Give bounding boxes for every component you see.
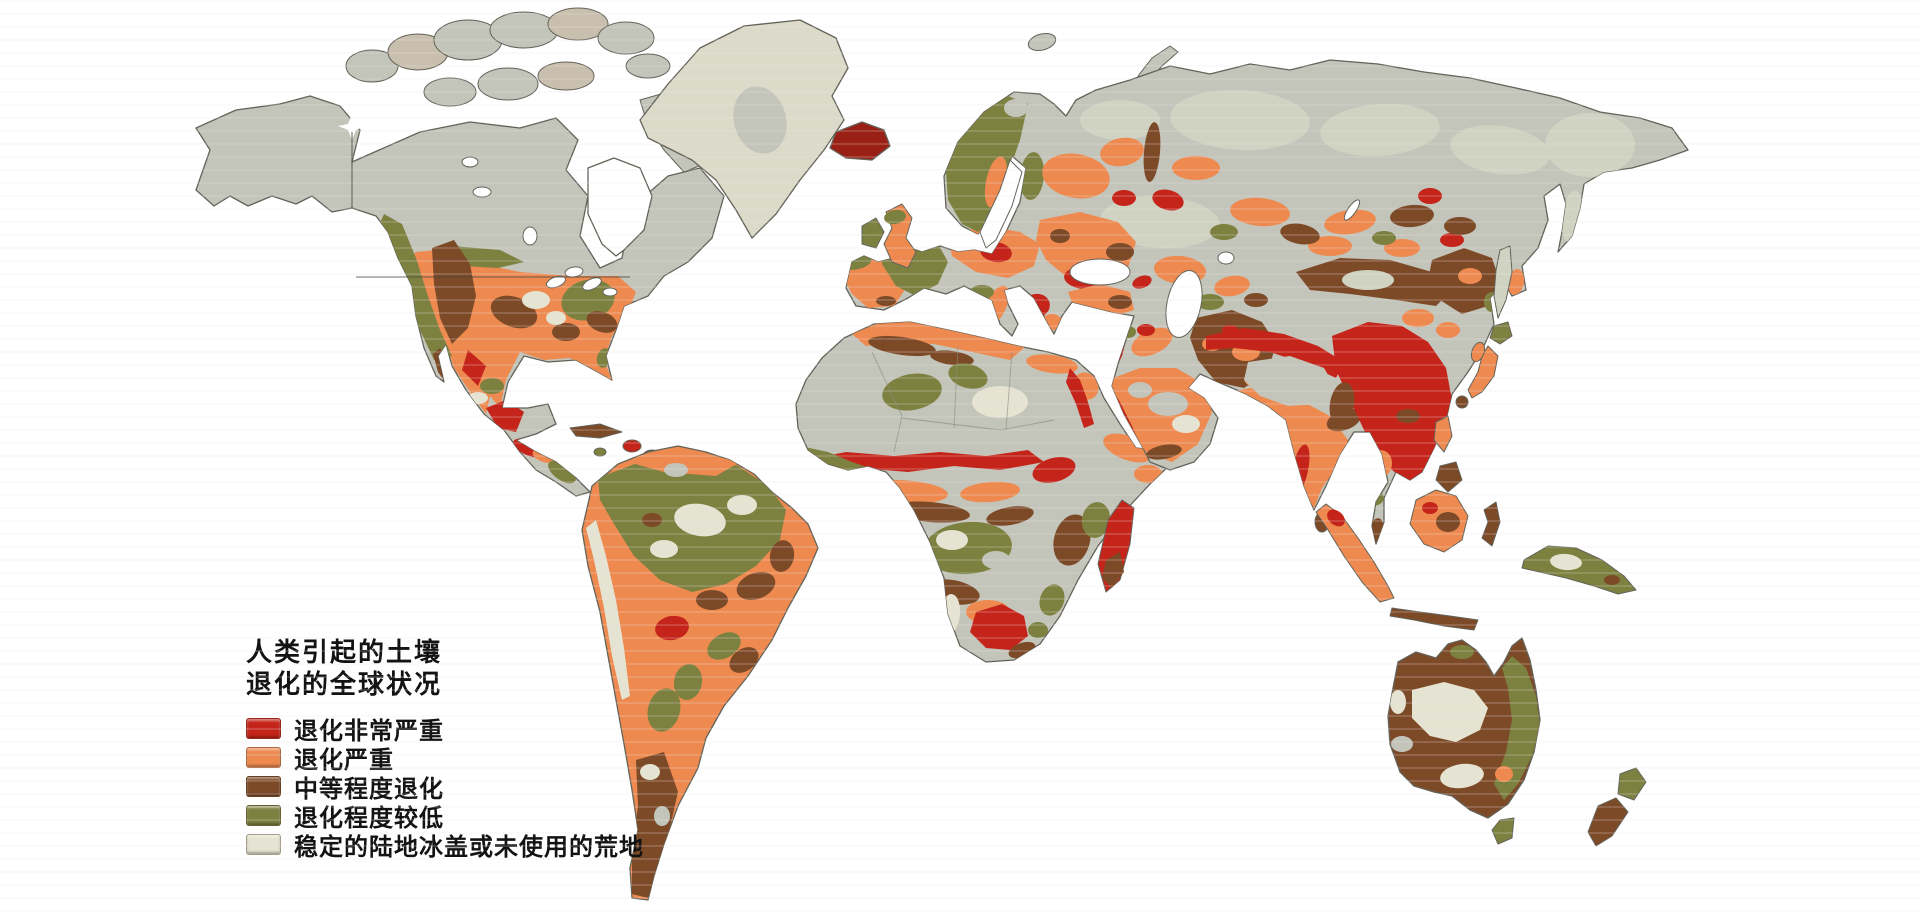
java bbox=[1389, 607, 1479, 631]
luzon bbox=[1433, 415, 1453, 453]
africa-country-borders bbox=[871, 345, 1055, 453]
taiwan bbox=[1470, 341, 1486, 363]
legend-item-low: 退化程度较低 bbox=[246, 801, 644, 833]
legend-item-stable: 稳定的陆地冰盖或未使用的荒地 bbox=[246, 830, 644, 862]
greenland-patch bbox=[733, 86, 787, 154]
honshu bbox=[1467, 345, 1499, 399]
north-america-lakes bbox=[338, 114, 653, 297]
sakhalin bbox=[1493, 245, 1513, 319]
landmass-madagascar bbox=[1097, 499, 1135, 593]
new-guinea bbox=[1521, 545, 1637, 595]
map-title-line1: 人类引起的土壤 bbox=[246, 638, 443, 668]
legend-label-moderate: 中等程度退化 bbox=[294, 775, 444, 804]
british-isles bbox=[861, 203, 917, 269]
east-asian-islands bbox=[1433, 245, 1513, 493]
legend-label-very-severe: 退化非常严重 bbox=[294, 717, 444, 746]
legend-swatch-very-severe bbox=[246, 718, 281, 740]
baltic-sea bbox=[979, 159, 1023, 249]
legend-items: 退化非常严重 退化严重 中等程度退化 退化程度较低 稳定的陆地冰盖或未使用的荒地 bbox=[246, 714, 644, 862]
degradation-patches-eurasia bbox=[846, 89, 1635, 542]
black-sea bbox=[1069, 258, 1131, 286]
degradation-patches-south-america bbox=[586, 450, 795, 898]
nz-south-island bbox=[1587, 797, 1629, 847]
sulawesi bbox=[1481, 501, 1501, 547]
landmass-iceland bbox=[829, 121, 891, 161]
legend-label-low: 退化程度较低 bbox=[294, 804, 444, 833]
map-title-line2: 退化的全球状况 bbox=[246, 669, 443, 700]
sumatra bbox=[1315, 503, 1395, 603]
mindanao bbox=[1435, 461, 1463, 493]
legend-item-severe: 退化严重 bbox=[246, 743, 644, 775]
map-legend: 人类引起的土壤 退化的全球状况 退化非常严重 退化严重 中等程度退化 退化程度较… bbox=[246, 638, 644, 862]
nz-north-island bbox=[1617, 767, 1647, 801]
new-zealand bbox=[1587, 767, 1647, 847]
indonesia-islands bbox=[1315, 489, 1637, 631]
legend-label-stable: 稳定的陆地冰盖或未使用的荒地 bbox=[294, 833, 644, 862]
legend-swatch-low bbox=[246, 805, 281, 827]
legend-swatch-severe bbox=[246, 747, 281, 769]
lake-baikal bbox=[1343, 199, 1361, 221]
hokkaido bbox=[1489, 321, 1513, 345]
kyushu bbox=[1455, 395, 1469, 409]
legend-item-moderate: 中等程度退化 bbox=[246, 772, 644, 804]
degradation-patches-north-america bbox=[378, 214, 636, 484]
inland-seas bbox=[979, 159, 1361, 338]
aral-sea bbox=[1217, 251, 1235, 265]
map-title: 人类引起的土壤 退化的全球状况 bbox=[246, 638, 644, 701]
caspian-sea bbox=[1165, 270, 1203, 338]
tasmania bbox=[1491, 817, 1515, 845]
degradation-patches-australia bbox=[1390, 645, 1540, 800]
legend-label-severe: 退化严重 bbox=[294, 746, 394, 775]
legend-swatch-moderate bbox=[246, 776, 281, 798]
legend-swatch-stable bbox=[246, 834, 281, 856]
legend-item-very-severe: 退化非常严重 bbox=[246, 714, 644, 746]
